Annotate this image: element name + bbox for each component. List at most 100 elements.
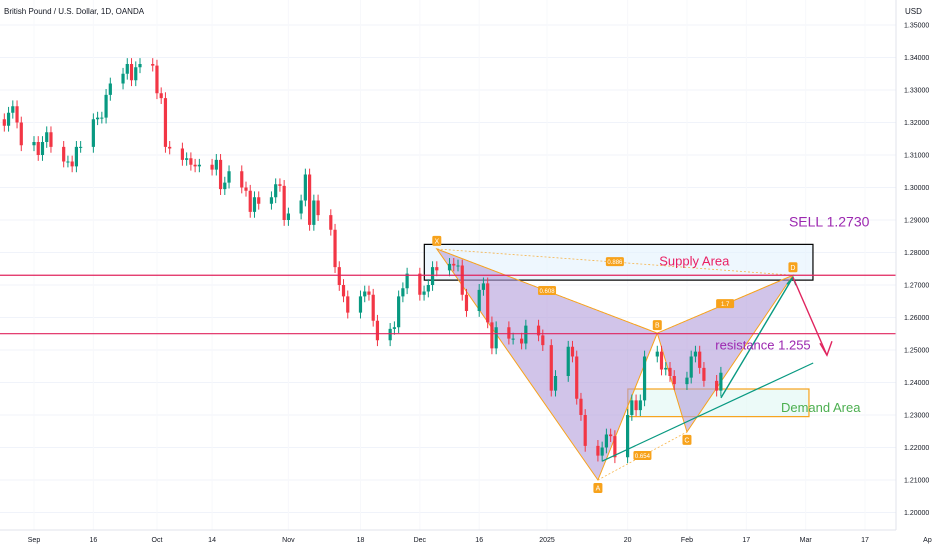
time-tick-label: 14 — [208, 537, 216, 544]
candle-body — [286, 213, 290, 220]
candle-body — [689, 356, 693, 378]
candle-body — [430, 267, 435, 285]
price-tick-label: 1.28000 — [904, 250, 929, 257]
candle-body — [333, 229, 337, 268]
candle-body — [668, 367, 672, 376]
pattern-point-label: D — [790, 265, 795, 272]
candle-body — [566, 346, 570, 376]
time-axis-panel[interactable] — [0, 530, 932, 550]
candle-body — [223, 182, 227, 190]
candle-body — [36, 142, 40, 155]
time-tick-label: Oct — [152, 537, 163, 544]
price-tick-label: 1.23000 — [904, 413, 929, 420]
candle-body — [274, 184, 278, 198]
price-tick-label: 1.20000 — [904, 510, 929, 517]
candle-body — [269, 197, 274, 204]
price-tick-label: 1.24000 — [904, 380, 929, 387]
price-tick-label: 1.31000 — [904, 153, 929, 160]
candle-body — [481, 283, 486, 290]
candle-body — [91, 119, 95, 147]
candle-body — [218, 159, 223, 190]
candle-body — [244, 187, 248, 191]
candle-body — [2, 119, 6, 126]
candle-body — [452, 263, 456, 266]
time-tick-label: 16 — [475, 537, 483, 544]
candle-body — [685, 377, 689, 385]
candle-body — [401, 288, 405, 297]
demand-area-label: Demand Area — [781, 400, 861, 415]
price-tick-label: 1.29000 — [904, 218, 929, 225]
time-tick-label: Feb — [681, 537, 693, 544]
pattern-point-d — [788, 262, 798, 273]
candle-body — [45, 132, 49, 142]
candle-body — [168, 146, 172, 149]
bearish-arrow-head — [819, 341, 833, 357]
bullish-projection-line — [720, 276, 794, 399]
time-tick-label: 17 — [861, 537, 869, 544]
pattern-ratio-line — [597, 431, 688, 481]
candle-body — [278, 184, 282, 186]
pattern-point-x — [432, 235, 442, 246]
time-tick-label: 20 — [624, 537, 632, 544]
harmonic-pattern: 0.886 0.608 0.654 1.7 X A B C D — [432, 235, 798, 493]
currency-label: USD — [905, 7, 922, 16]
pattern-point-label: X — [434, 238, 439, 245]
time-tick-label: Nov — [282, 537, 295, 544]
ratio-label: 0.654 — [635, 454, 651, 460]
candle-body — [121, 73, 125, 84]
candle-body — [397, 296, 401, 328]
candle-body — [447, 263, 452, 271]
candle-body — [62, 146, 66, 162]
candle-body — [388, 328, 392, 341]
chart-grid — [0, 24, 896, 513]
candle-body — [460, 265, 464, 295]
pattern-point-c — [682, 434, 692, 445]
candle-body — [418, 273, 422, 295]
candles-layer — [2, 58, 723, 464]
candle-body — [575, 356, 579, 399]
candle-body — [392, 327, 396, 329]
candle-body — [553, 376, 558, 391]
candle-body — [626, 415, 630, 458]
candle-body — [702, 367, 706, 381]
price-axis-panel[interactable] — [896, 0, 932, 550]
ratio-badge — [605, 257, 624, 267]
candle-body — [125, 64, 129, 74]
candle-body — [511, 338, 515, 340]
pattern-ratio-line — [436, 248, 658, 334]
time-tick-label: Dec — [414, 537, 427, 544]
candle-body — [524, 325, 528, 344]
candle-body — [549, 345, 553, 391]
candle-body — [316, 200, 320, 216]
candle-body — [19, 122, 23, 146]
candle-body — [252, 197, 257, 212]
candle-body — [6, 112, 11, 126]
candle-body — [655, 351, 659, 357]
candle-body — [282, 185, 286, 220]
candle-body — [159, 93, 163, 99]
candle-body — [40, 142, 45, 155]
candle-body — [96, 117, 100, 120]
candle-body — [604, 434, 608, 448]
candle-body — [193, 164, 197, 167]
candle-body — [638, 400, 642, 411]
candle-body — [477, 289, 481, 311]
ratio-label: 0.608 — [540, 289, 556, 295]
candle-body — [66, 161, 70, 163]
candle-body — [464, 294, 469, 311]
price-tick-label: 1.34000 — [904, 55, 929, 62]
candle-body — [494, 327, 498, 349]
candle-body — [596, 445, 600, 456]
candle-body — [74, 146, 78, 167]
candle-body — [600, 447, 604, 456]
candle-body — [507, 327, 511, 339]
candle-body — [32, 142, 36, 146]
candle-body — [210, 164, 214, 170]
candle-body — [630, 400, 634, 415]
annotations-layer: SELL 1.2730 Supply Area resistance 1.255 De… — [601, 214, 870, 462]
candle-body — [15, 106, 19, 123]
candle-body — [609, 434, 613, 437]
ascending-trendline — [601, 362, 814, 462]
sell-label: SELL 1.2730 — [789, 214, 870, 230]
